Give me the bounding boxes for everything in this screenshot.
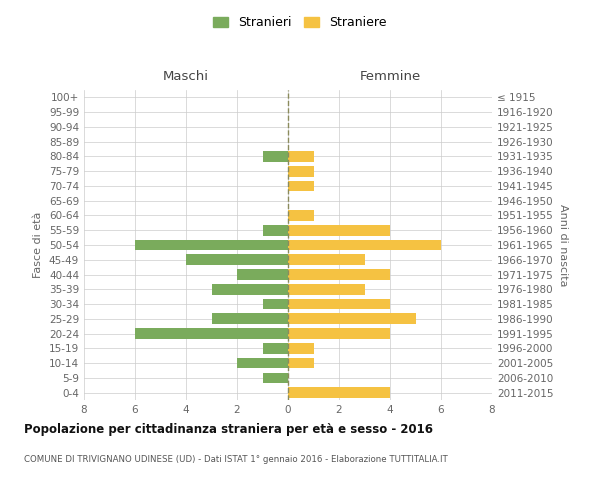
Bar bbox=[263, 298, 288, 310]
Bar bbox=[135, 240, 288, 250]
Bar bbox=[288, 151, 314, 162]
Legend: Stranieri, Straniere: Stranieri, Straniere bbox=[208, 11, 392, 34]
Bar bbox=[288, 298, 390, 310]
Bar bbox=[288, 254, 365, 265]
Bar bbox=[263, 151, 288, 162]
Bar bbox=[288, 314, 416, 324]
Bar bbox=[288, 388, 390, 398]
Bar bbox=[288, 210, 314, 221]
Bar bbox=[288, 284, 365, 294]
Bar bbox=[212, 314, 288, 324]
Bar bbox=[186, 254, 288, 265]
Y-axis label: Fasce di età: Fasce di età bbox=[34, 212, 43, 278]
Bar bbox=[288, 343, 314, 353]
Bar bbox=[288, 269, 390, 280]
Bar bbox=[288, 358, 314, 368]
Text: Maschi: Maschi bbox=[163, 70, 209, 82]
Bar bbox=[288, 225, 390, 235]
Bar bbox=[263, 343, 288, 353]
Bar bbox=[288, 166, 314, 176]
Bar bbox=[288, 328, 390, 339]
Bar bbox=[135, 328, 288, 339]
Text: Femmine: Femmine bbox=[359, 70, 421, 82]
Bar bbox=[263, 225, 288, 235]
Bar bbox=[263, 372, 288, 383]
Text: COMUNE DI TRIVIGNANO UDINESE (UD) - Dati ISTAT 1° gennaio 2016 - Elaborazione TU: COMUNE DI TRIVIGNANO UDINESE (UD) - Dati… bbox=[24, 455, 448, 464]
Bar bbox=[212, 284, 288, 294]
Bar bbox=[237, 358, 288, 368]
Text: Popolazione per cittadinanza straniera per età e sesso - 2016: Popolazione per cittadinanza straniera p… bbox=[24, 422, 433, 436]
Y-axis label: Anni di nascita: Anni di nascita bbox=[557, 204, 568, 286]
Bar bbox=[237, 269, 288, 280]
Bar bbox=[288, 180, 314, 192]
Bar bbox=[288, 240, 441, 250]
